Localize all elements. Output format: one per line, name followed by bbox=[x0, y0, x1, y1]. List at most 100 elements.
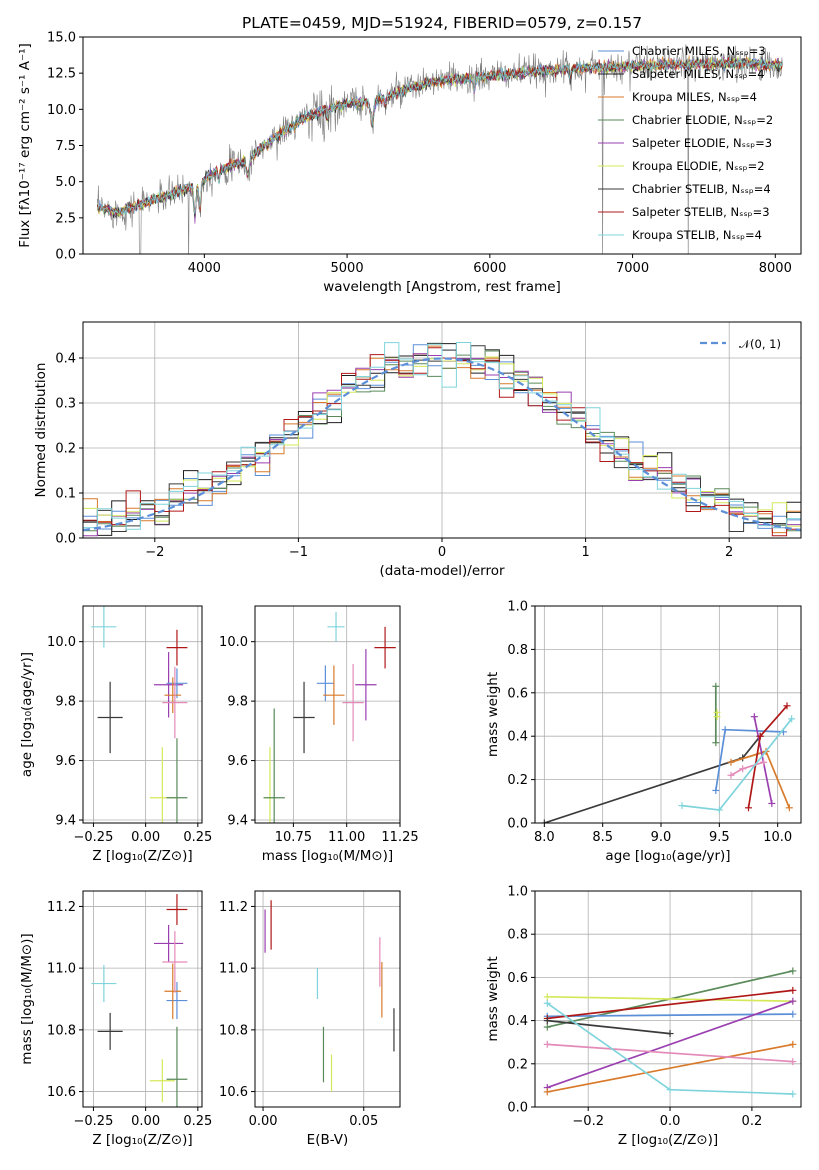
y-tick-label: 9.6 bbox=[55, 754, 76, 769]
axes-frame bbox=[534, 605, 802, 824]
marker bbox=[768, 799, 776, 807]
y-tick-label: 11.2 bbox=[47, 900, 76, 915]
panel-residuals: −2 −1 0 1 2 0.0 0.1 0.2 0.3 0.4 (data-model)/error… bbox=[33, 321, 802, 579]
x-tick-label: 0.25 bbox=[183, 1114, 212, 1129]
y-tick-label: 0.8 bbox=[507, 643, 528, 658]
marker bbox=[712, 786, 720, 794]
weight-line-2 bbox=[547, 995, 793, 1003]
panel-spectrum: 4000 5000 6000 7000 8000 0.0 2.5 5.0 7.5 10.0 12.5… bbox=[17, 14, 802, 295]
plot-area bbox=[83, 342, 801, 537]
x-tick-label: 8.5 bbox=[592, 830, 613, 845]
x-tick-label: 7000 bbox=[616, 261, 649, 276]
x-tick-label: 8000 bbox=[759, 261, 792, 276]
x-tick-label: 0 bbox=[438, 545, 446, 560]
x-tick-label: −0.25 bbox=[74, 830, 114, 845]
point-9 bbox=[263, 708, 285, 823]
marker bbox=[713, 713, 721, 721]
point-3 bbox=[166, 894, 188, 925]
panel-age-vs-mass: 10.75 11.00 11.25 9.4 9.6 9.8 10.0 mass [log₁₀(… bbox=[219, 605, 419, 864]
x-tick-label: −0.25 bbox=[74, 1114, 114, 1129]
y-axis-label: mass weight bbox=[485, 956, 501, 1041]
point-2 bbox=[97, 681, 123, 754]
y-tick-label: 0.4 bbox=[55, 352, 76, 367]
marker bbox=[543, 1017, 551, 1025]
point-1 bbox=[91, 606, 117, 648]
histogram-9 bbox=[83, 342, 801, 530]
y-axis-label: Normed distribution bbox=[33, 363, 49, 498]
legend-entry: Kroupa MILES, Nₛₛₚ=4 bbox=[632, 90, 757, 104]
x-axis-label: Z [log₁₀(Z/Z⊙)] bbox=[92, 848, 192, 864]
marker bbox=[543, 993, 551, 1001]
y-tick-label: 12.5 bbox=[47, 67, 76, 82]
marker bbox=[789, 1010, 797, 1018]
panel-weight-vs-age: 8.0 8.5 9.0 9.5 10.0 0.0 0.2 0.4 0.6 0.8 1.0 age [l… bbox=[485, 600, 802, 864]
x-tick-label: 0.05 bbox=[349, 1114, 378, 1129]
y-tick-label: 10.0 bbox=[47, 635, 76, 650]
x-tick-label: 6000 bbox=[473, 261, 506, 276]
y-tick-label: 9.8 bbox=[55, 695, 76, 710]
x-tick-label: 11.25 bbox=[381, 830, 418, 845]
marker bbox=[785, 804, 793, 812]
legend-entry: Chabrier MILES, Nₛₛₚ=3 bbox=[632, 44, 766, 58]
x-axis-label: E(B-V) bbox=[307, 1132, 349, 1148]
y-axis-label: mass weight bbox=[485, 672, 501, 757]
y-tick-label: 1.0 bbox=[507, 885, 528, 900]
plot-area bbox=[96, 44, 783, 254]
legend-entry: 𝒩(0, 1) bbox=[739, 337, 781, 351]
marker bbox=[678, 802, 686, 810]
axes-frame bbox=[254, 890, 401, 1108]
marker bbox=[727, 771, 735, 779]
marker bbox=[789, 997, 797, 1005]
point-7 bbox=[162, 666, 188, 739]
y-tick-label: 0.3 bbox=[55, 397, 76, 412]
weight-line-8 bbox=[547, 1019, 671, 1035]
histogram-2 bbox=[83, 342, 801, 536]
y-tick-label: 10.8 bbox=[47, 1023, 76, 1038]
point-3 bbox=[166, 629, 188, 666]
model-line-9 bbox=[97, 57, 783, 216]
y-tick-label: 0.1 bbox=[55, 487, 76, 502]
y-tick-label: 5.0 bbox=[55, 175, 76, 190]
point-6 bbox=[323, 665, 345, 725]
marker bbox=[789, 967, 797, 975]
weight-line-7 bbox=[547, 1043, 793, 1063]
x-tick-label: 11.00 bbox=[328, 830, 365, 845]
y-tick-label: 0.0 bbox=[55, 248, 76, 263]
marker bbox=[543, 1088, 551, 1096]
y-tick-label: 0.6 bbox=[507, 971, 528, 986]
point-9 bbox=[166, 1026, 188, 1107]
y-tick-label: 9.4 bbox=[55, 814, 76, 829]
y-tick-label: 0.2 bbox=[507, 773, 528, 788]
axes-frame bbox=[82, 890, 203, 1108]
point-1 bbox=[327, 611, 345, 642]
marker bbox=[750, 713, 758, 721]
y-tick-label: 2.5 bbox=[55, 211, 76, 226]
axes-frame bbox=[82, 605, 203, 824]
x-tick-label: 0.00 bbox=[249, 1114, 278, 1129]
y-tick-label: 11.2 bbox=[219, 900, 248, 915]
x-axis-label: mass [log₁₀(M/M⊙)] bbox=[262, 848, 393, 864]
x-tick-label: −2 bbox=[145, 545, 164, 560]
plot-area bbox=[263, 611, 396, 823]
panel-mass-vs-Z: −0.25 0.00 0.25 10.6 10.8 11.0 11.2 Z [log₁₀(Z/… bbox=[19, 890, 212, 1148]
marker bbox=[543, 999, 551, 1007]
x-tick-label: 0.25 bbox=[183, 830, 212, 845]
y-tick-label: 1.0 bbox=[507, 600, 528, 615]
x-tick-label: 8.0 bbox=[534, 830, 555, 845]
x-tick-label: 0.00 bbox=[131, 1114, 160, 1129]
point-2 bbox=[97, 1012, 123, 1050]
point-8 bbox=[149, 1059, 175, 1103]
marker bbox=[543, 1023, 551, 1031]
axes-frame bbox=[82, 36, 802, 255]
y-tick-label: 10.6 bbox=[47, 1085, 76, 1100]
y-tick-label: 0.8 bbox=[507, 928, 528, 943]
x-axis-label: Z [log₁₀(Z/Z⊙)] bbox=[92, 1132, 192, 1148]
y-tick-label: 10.8 bbox=[219, 1023, 248, 1038]
plot-area bbox=[91, 606, 188, 823]
point-7 bbox=[162, 931, 188, 993]
chart-title: PLATE=0459, MJD=51924, FIBERID=0579, z=0… bbox=[242, 14, 642, 32]
x-tick-label: 0.0 bbox=[660, 1114, 681, 1129]
y-tick-label: 0.4 bbox=[507, 730, 528, 745]
y-tick-label: 10.6 bbox=[219, 1085, 248, 1100]
